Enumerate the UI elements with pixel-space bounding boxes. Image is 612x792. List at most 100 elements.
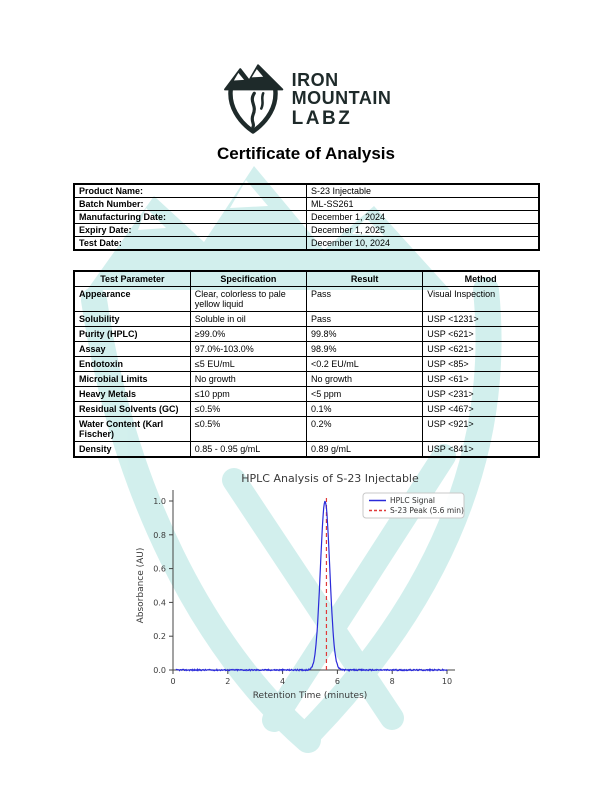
hplc-chart: HPLC Analysis of S-23 Injectable 0 2 4 6 8 10 0… <box>136 472 465 701</box>
y-tick-label: 0.0 <box>153 666 166 675</box>
results-method: USP <921> <box>422 416 540 442</box>
results-result: 98.9% <box>305 341 424 357</box>
info-value: December 1, 2025 <box>306 223 540 237</box>
mountain-shield-icon <box>223 64 283 134</box>
x-axis-label: Retention Time (minutes) <box>253 691 368 701</box>
y-tick-label: 0.2 <box>153 632 166 641</box>
results-param: Water Content (Karl Fischer) <box>73 416 191 442</box>
results-row: Appearance Clear, colorless to pale yello… <box>73 286 540 312</box>
results-method: USP <85> <box>422 356 540 372</box>
results-result: Pass <box>305 286 424 312</box>
info-row: Test Date: December 10, 2024 <box>73 236 540 251</box>
page-title: Certificate of Analysis <box>217 144 395 163</box>
results-header-row: Test Parameter Specification Result Method <box>73 270 540 287</box>
legend-signal-label: HPLC Signal <box>390 496 435 505</box>
info-row: Expiry Date: December 1, 2025 <box>73 223 540 237</box>
info-label: Product Name: <box>73 183 307 198</box>
results-result: <0.2 EU/mL <box>305 356 424 372</box>
info-label: Expiry Date: <box>73 223 307 237</box>
brand-line-3: LABZ <box>291 107 353 129</box>
y-tick-label: 0.4 <box>153 598 166 607</box>
results-method: USP <467> <box>422 401 540 417</box>
results-spec: ≤0.5% <box>189 416 308 442</box>
info-value: S-23 Injectable <box>306 183 540 198</box>
y-tick-label: 1.0 <box>153 497 166 506</box>
results-method: USP <1231> <box>422 311 540 327</box>
results-result: 0.89 g/mL <box>305 441 424 458</box>
results-row: Density 0.85 - 0.95 g/mL 0.89 g/mL USP <841… <box>73 441 540 458</box>
results-spec: ≤0.5% <box>189 401 308 417</box>
results-method: Visual Inspection <box>422 286 540 312</box>
results-param: Endotoxin <box>73 356 191 372</box>
results-result: 99.8% <box>305 326 424 342</box>
info-label: Test Date: <box>73 236 307 251</box>
results-result: Pass <box>305 311 424 327</box>
info-label: Manufacturing Date: <box>73 210 307 224</box>
results-result: <5 ppm <box>305 386 424 402</box>
brand-line-2: MOUNTAIN <box>291 87 392 108</box>
hplc-chart-container: HPLC Analysis of S-23 Injectable 0 2 4 6 8 10 0… <box>133 466 517 718</box>
results-result: No growth <box>305 371 424 387</box>
results-row: Purity (HPLC) ≥99.0% 99.8% USP <621> <box>73 326 540 342</box>
results-header-cell: Method <box>422 270 540 287</box>
x-tick-label: 6 <box>335 677 340 686</box>
info-value: ML-SS261 <box>306 197 540 211</box>
chart-title: HPLC Analysis of S-23 Injectable <box>241 472 419 485</box>
y-tick-label: 0.6 <box>153 565 166 574</box>
results-param: Assay <box>73 341 191 357</box>
x-tick-label: 10 <box>442 677 452 686</box>
results-header-cell: Test Parameter <box>73 270 191 287</box>
results-param: Heavy Metals <box>73 386 191 402</box>
results-spec: Clear, colorless to pale yellow liquid <box>189 286 308 312</box>
results-row: Microbial Limits No growth No growth USP <6… <box>73 371 540 387</box>
hplc-signal-line <box>175 500 448 673</box>
results-row: Assay 97.0%-103.0% 98.9% USP <621> <box>73 341 540 357</box>
legend-peak-label: S-23 Peak (5.6 min) <box>390 506 464 515</box>
brand-text: IRON MOUNTAIN LABZ <box>292 71 392 128</box>
info-value: December 1, 2024 <box>306 210 540 224</box>
brand-line-1: IRON <box>291 69 339 90</box>
info-row: Product Name: S-23 Injectable <box>73 183 540 198</box>
x-tick-label: 0 <box>170 677 175 686</box>
info-label: Batch Number: <box>73 197 307 211</box>
x-tick-label: 2 <box>225 677 230 686</box>
results-param: Residual Solvents (GC) <box>73 401 191 417</box>
results-spec: 97.0%-103.0% <box>189 341 308 357</box>
results-row: Solubility Soluble in oil Pass USP <1231> <box>73 311 540 327</box>
results-result: 0.1% <box>305 401 424 417</box>
results-spec: No growth <box>189 371 308 387</box>
results-row: Heavy Metals ≤10 ppm <5 ppm USP <231> <box>73 386 540 402</box>
y-tick-label: 0.8 <box>153 531 166 540</box>
results-spec: ≤5 EU/mL <box>189 356 308 372</box>
results-method: USP <231> <box>422 386 540 402</box>
results-spec: 0.85 - 0.95 g/mL <box>189 441 308 458</box>
results-method: USP <61> <box>422 371 540 387</box>
results-param: Purity (HPLC) <box>73 326 191 342</box>
results-header-cell: Result <box>305 270 424 287</box>
info-value: December 10, 2024 <box>306 236 540 251</box>
results-spec: ≥99.0% <box>189 326 308 342</box>
results-row: Water Content (Karl Fischer) ≤0.5% 0.2% USP… <box>73 416 540 442</box>
results-row: Residual Solvents (GC) ≤0.5% 0.1% USP <467> <box>73 401 540 417</box>
results-method: USP <621> <box>422 326 540 342</box>
results-spec: ≤10 ppm <box>189 386 308 402</box>
test-results-table: Test Parameter Specification Result Method … <box>73 270 540 458</box>
results-result: 0.2% <box>305 416 424 442</box>
results-method: USP <621> <box>422 341 540 357</box>
brand-logo: IRON MOUNTAIN LABZ <box>0 64 612 134</box>
x-tick-label: 8 <box>390 677 395 686</box>
results-spec: Soluble in oil <box>189 311 308 327</box>
product-info-table: Product Name: S-23 Injectable Batch Number… <box>73 183 540 251</box>
x-tick-label: 4 <box>280 677 285 686</box>
results-param: Appearance <box>73 286 191 312</box>
info-row: Manufacturing Date: December 1, 2024 <box>73 210 540 224</box>
info-row: Batch Number: ML-SS261 <box>73 197 540 211</box>
results-param: Microbial Limits <box>73 371 191 387</box>
results-method: USP <841> <box>422 441 540 458</box>
results-param: Density <box>73 441 191 458</box>
results-header-cell: Specification <box>189 270 308 287</box>
y-axis-label: Absorbance (AU) <box>136 548 146 624</box>
results-param: Solubility <box>73 311 191 327</box>
results-row: Endotoxin ≤5 EU/mL <0.2 EU/mL USP <85> <box>73 356 540 372</box>
